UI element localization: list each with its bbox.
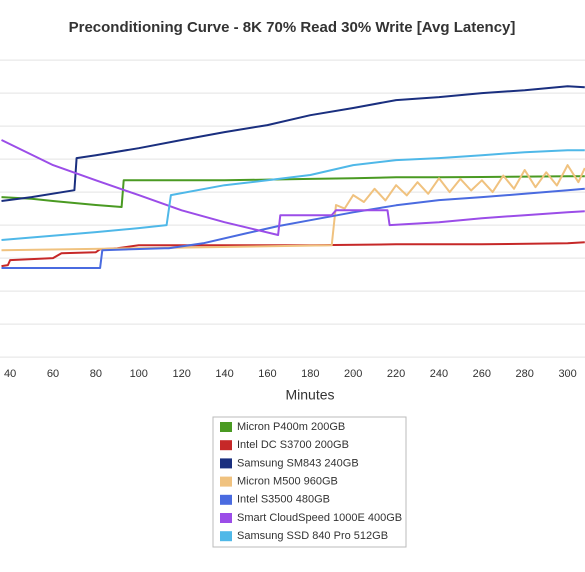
x-tick-label: 160 (258, 368, 276, 380)
legend-swatch (220, 531, 232, 542)
x-tick-label: 300 (558, 368, 576, 380)
x-tick-label: 260 (473, 368, 491, 380)
legend-swatch (220, 422, 232, 432)
legend-swatch (220, 513, 232, 523)
series-line (1, 164, 585, 252)
x-tick-label: 200 (344, 368, 362, 380)
legend-swatch (220, 458, 232, 469)
series-line (1, 85, 585, 202)
legend-swatch (220, 494, 232, 505)
legend-label: Samsung SSD 840 Pro 512GB (237, 530, 388, 542)
x-tick-label: 60 (47, 368, 59, 380)
x-tick-label: 240 (430, 368, 448, 380)
x-tick-label: 140 (215, 368, 233, 380)
x-tick-label: 100 (130, 368, 148, 380)
x-tick-label: 180 (301, 368, 319, 380)
x-tick-label: 280 (516, 368, 534, 380)
series-line (1, 139, 585, 236)
legend-swatch (220, 440, 232, 451)
chart-title: Preconditioning Curve - 8K 70% Read 30% … (69, 19, 516, 36)
x-tick-label: 120 (172, 368, 190, 380)
x-tick-label: 220 (387, 368, 405, 380)
legend-label: Micron M500 960GB (237, 476, 338, 488)
legend-label: Micron P400m 200GB (237, 421, 345, 433)
legend-label: Intel DC S3700 200GB (237, 439, 349, 451)
legend-label: Samsung SM843 240GB (237, 457, 359, 469)
legend-swatch (220, 476, 232, 487)
legend-label: Intel S3500 480GB (237, 494, 330, 506)
series-line (1, 187, 585, 269)
x-tick-label: 40 (4, 368, 16, 380)
legend-box (212, 416, 407, 548)
x-tick-label: 80 (90, 368, 102, 380)
series-line (1, 175, 585, 208)
legend-label: Smart CloudSpeed 1000E 400GB (237, 512, 402, 524)
x-axis-label: Minutes (285, 387, 334, 403)
series-line (1, 149, 585, 241)
